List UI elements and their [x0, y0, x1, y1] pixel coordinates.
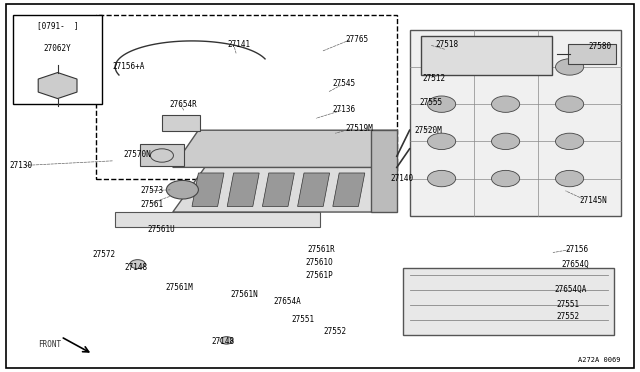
- Circle shape: [492, 59, 520, 75]
- Text: 27551: 27551: [291, 315, 314, 324]
- Text: 27654A: 27654A: [274, 297, 301, 306]
- Text: 27551: 27551: [557, 300, 580, 309]
- Text: 27580: 27580: [589, 42, 612, 51]
- Text: 27552: 27552: [323, 327, 346, 336]
- Text: 27145N: 27145N: [579, 196, 607, 205]
- Polygon shape: [333, 173, 365, 206]
- Text: 27555: 27555: [419, 98, 442, 107]
- FancyBboxPatch shape: [162, 115, 200, 131]
- Text: 27545: 27545: [333, 79, 356, 88]
- Circle shape: [428, 170, 456, 187]
- Circle shape: [556, 59, 584, 75]
- Polygon shape: [298, 173, 330, 206]
- Text: 27062Y: 27062Y: [44, 44, 72, 53]
- Text: 27130: 27130: [10, 161, 33, 170]
- Text: 27140: 27140: [390, 174, 413, 183]
- Circle shape: [556, 133, 584, 150]
- Circle shape: [492, 170, 520, 187]
- Circle shape: [428, 133, 456, 150]
- Text: 27570N: 27570N: [124, 150, 151, 159]
- Text: 27141: 27141: [227, 40, 250, 49]
- Polygon shape: [192, 173, 224, 206]
- Polygon shape: [173, 130, 397, 167]
- Circle shape: [428, 96, 456, 112]
- Text: 27561N: 27561N: [230, 290, 258, 299]
- Text: 27561O: 27561O: [306, 258, 333, 267]
- Text: 27148: 27148: [125, 263, 148, 272]
- Text: 27654QA: 27654QA: [554, 285, 587, 294]
- Text: 27654Q: 27654Q: [562, 260, 589, 269]
- Text: 27561P: 27561P: [306, 271, 333, 280]
- Circle shape: [556, 96, 584, 112]
- Polygon shape: [371, 130, 397, 212]
- Text: 27552: 27552: [557, 312, 580, 321]
- Text: 27156+A: 27156+A: [112, 62, 145, 71]
- Circle shape: [220, 337, 233, 344]
- Text: 27572: 27572: [93, 250, 116, 259]
- Text: 27519M: 27519M: [346, 124, 373, 133]
- Polygon shape: [410, 30, 621, 216]
- Polygon shape: [173, 167, 397, 212]
- FancyBboxPatch shape: [140, 144, 184, 166]
- Text: [0791-  ]: [0791- ]: [36, 22, 79, 31]
- FancyBboxPatch shape: [421, 36, 552, 75]
- Text: FRONT: FRONT: [38, 340, 61, 349]
- Text: 27573: 27573: [141, 186, 164, 195]
- Circle shape: [492, 96, 520, 112]
- FancyBboxPatch shape: [568, 44, 616, 64]
- Text: 27156: 27156: [566, 245, 589, 254]
- Text: 27765: 27765: [346, 35, 369, 44]
- Text: 27136: 27136: [333, 105, 356, 114]
- Text: 27148: 27148: [211, 337, 234, 346]
- Polygon shape: [38, 73, 77, 99]
- Text: 27512: 27512: [422, 74, 445, 83]
- Text: 27561: 27561: [141, 200, 164, 209]
- Text: 27561R: 27561R: [307, 245, 335, 254]
- FancyBboxPatch shape: [13, 15, 102, 104]
- Polygon shape: [227, 173, 259, 206]
- Text: 27561U: 27561U: [147, 225, 175, 234]
- Circle shape: [556, 170, 584, 187]
- Text: 27520M: 27520M: [415, 126, 442, 135]
- Circle shape: [166, 180, 198, 199]
- Polygon shape: [262, 173, 294, 206]
- Polygon shape: [403, 268, 614, 335]
- Circle shape: [130, 260, 145, 269]
- Circle shape: [492, 133, 520, 150]
- Text: 27654R: 27654R: [170, 100, 197, 109]
- Polygon shape: [115, 212, 320, 227]
- Text: A272A 0069: A272A 0069: [579, 357, 621, 363]
- Text: 27518: 27518: [435, 40, 458, 49]
- Circle shape: [428, 59, 456, 75]
- Text: 27561M: 27561M: [165, 283, 193, 292]
